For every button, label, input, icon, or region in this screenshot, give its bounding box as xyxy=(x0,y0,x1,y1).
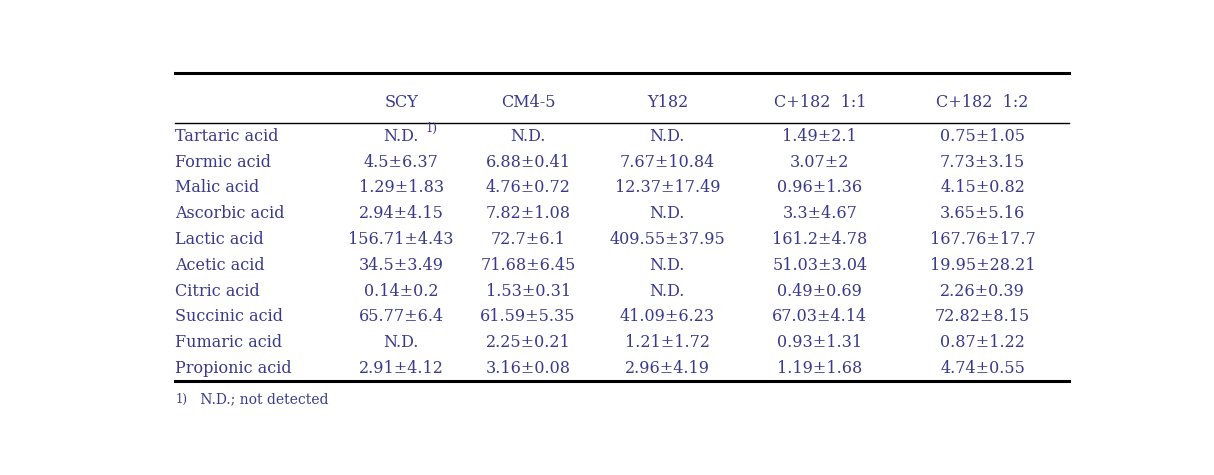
Text: SCY: SCY xyxy=(384,94,418,111)
Text: Propionic acid: Propionic acid xyxy=(175,360,291,377)
Text: Acetic acid: Acetic acid xyxy=(175,257,265,274)
Text: 3.3±4.67: 3.3±4.67 xyxy=(782,205,857,222)
Text: 0.87±1.22: 0.87±1.22 xyxy=(940,334,1025,351)
Text: 4.74±0.55: 4.74±0.55 xyxy=(940,360,1025,377)
Text: 0.14±0.2: 0.14±0.2 xyxy=(364,283,438,300)
Text: 1.19±1.68: 1.19±1.68 xyxy=(777,360,862,377)
Text: 156.71±4.43: 156.71±4.43 xyxy=(348,231,454,248)
Text: N.D.: N.D. xyxy=(510,128,546,145)
Text: 72.82±8.15: 72.82±8.15 xyxy=(935,308,1031,325)
Text: 161.2±4.78: 161.2±4.78 xyxy=(772,231,867,248)
Text: 167.76±17.7: 167.76±17.7 xyxy=(930,231,1036,248)
Text: 7.67±10.84: 7.67±10.84 xyxy=(619,153,715,171)
Text: 0.96±1.36: 0.96±1.36 xyxy=(777,180,862,197)
Text: Malic acid: Malic acid xyxy=(175,180,260,197)
Text: 41.09±6.23: 41.09±6.23 xyxy=(620,308,715,325)
Text: C+182  1:2: C+182 1:2 xyxy=(936,94,1028,111)
Text: 7.82±1.08: 7.82±1.08 xyxy=(486,205,571,222)
Text: 19.95±28.21: 19.95±28.21 xyxy=(930,257,1036,274)
Text: N.D.: N.D. xyxy=(649,205,685,222)
Text: 3.07±2: 3.07±2 xyxy=(790,153,850,171)
Text: Fumaric acid: Fumaric acid xyxy=(175,334,283,351)
Text: 61.59±5.35: 61.59±5.35 xyxy=(481,308,575,325)
Text: 2.91±4.12: 2.91±4.12 xyxy=(358,360,443,377)
Text: 4.5±6.37: 4.5±6.37 xyxy=(364,153,438,171)
Text: Formic acid: Formic acid xyxy=(175,153,271,171)
Text: 1.49±2.1: 1.49±2.1 xyxy=(782,128,857,145)
Text: N.D.: N.D. xyxy=(384,128,419,145)
Text: 67.03±4.14: 67.03±4.14 xyxy=(772,308,867,325)
Text: Lactic acid: Lactic acid xyxy=(175,231,263,248)
Text: 12.37±17.49: 12.37±17.49 xyxy=(614,180,720,197)
Text: 1.21±1.72: 1.21±1.72 xyxy=(625,334,710,351)
Text: 4.15±0.82: 4.15±0.82 xyxy=(940,180,1025,197)
Text: CM4-5: CM4-5 xyxy=(501,94,555,111)
Text: Succinic acid: Succinic acid xyxy=(175,308,283,325)
Text: 6.88±0.41: 6.88±0.41 xyxy=(486,153,571,171)
Text: 3.16±0.08: 3.16±0.08 xyxy=(486,360,571,377)
Text: N.D.; not detected: N.D.; not detected xyxy=(195,392,329,406)
Text: 2.96±4.19: 2.96±4.19 xyxy=(625,360,710,377)
Text: 4.76±0.72: 4.76±0.72 xyxy=(486,180,571,197)
Text: Tartaric acid: Tartaric acid xyxy=(175,128,279,145)
Text: 51.03±3.04: 51.03±3.04 xyxy=(772,257,867,274)
Text: N.D.: N.D. xyxy=(649,257,685,274)
Text: 34.5±3.49: 34.5±3.49 xyxy=(358,257,443,274)
Text: 7.73±3.15: 7.73±3.15 xyxy=(940,153,1025,171)
Text: Y182: Y182 xyxy=(647,94,688,111)
Text: Citric acid: Citric acid xyxy=(175,283,260,300)
Text: 3.65±5.16: 3.65±5.16 xyxy=(940,205,1025,222)
Text: 1): 1) xyxy=(425,122,437,135)
Text: 409.55±37.95: 409.55±37.95 xyxy=(609,231,725,248)
Text: N.D.: N.D. xyxy=(649,128,685,145)
Text: Ascorbic acid: Ascorbic acid xyxy=(175,205,285,222)
Text: 1): 1) xyxy=(175,392,187,406)
Text: 2.94±4.15: 2.94±4.15 xyxy=(358,205,443,222)
Text: 0.75±1.05: 0.75±1.05 xyxy=(940,128,1025,145)
Text: 1.53±0.31: 1.53±0.31 xyxy=(486,283,571,300)
Text: C+182  1:1: C+182 1:1 xyxy=(773,94,866,111)
Text: 2.25±0.21: 2.25±0.21 xyxy=(486,334,571,351)
Text: 1.29±1.83: 1.29±1.83 xyxy=(358,180,443,197)
Text: 72.7±6.1: 72.7±6.1 xyxy=(490,231,566,248)
Text: 0.93±1.31: 0.93±1.31 xyxy=(777,334,862,351)
Text: 0.49±0.69: 0.49±0.69 xyxy=(777,283,862,300)
Text: 71.68±6.45: 71.68±6.45 xyxy=(481,257,575,274)
Text: 2.26±0.39: 2.26±0.39 xyxy=(940,283,1025,300)
Text: N.D.: N.D. xyxy=(649,283,685,300)
Text: 65.77±6.4: 65.77±6.4 xyxy=(358,308,443,325)
Text: N.D.: N.D. xyxy=(384,334,419,351)
